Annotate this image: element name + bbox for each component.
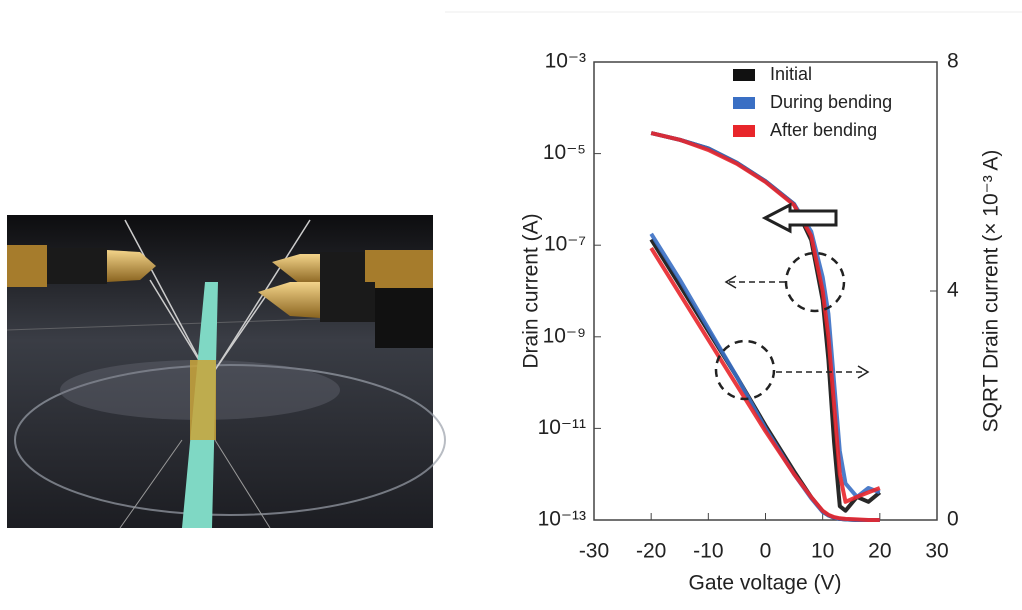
log-curve: [650, 131, 882, 513]
y-axis-label: Drain current (A): [520, 213, 543, 368]
y-tick-label: 10⁻³: [545, 50, 586, 73]
plot-frame: [593, 61, 938, 521]
y-tick-label: 10⁻¹¹: [538, 416, 586, 439]
y-tick-label: 10⁻⁹: [543, 324, 586, 347]
y2-tick-label: 0: [947, 508, 959, 531]
plot: 10⁻³ 10⁻⁵ 10⁻⁷ 10⁻⁹ 10⁻¹¹ 10⁻¹³ 0 4 8 -30 -20 -10 0 1…: [538, 50, 959, 563]
log-curve: [650, 131, 881, 504]
y2-tick-label: 8: [947, 50, 959, 73]
x-tick-label: 20: [868, 540, 891, 563]
x-tick-label: 10: [811, 540, 834, 563]
x-tick-label: -30: [579, 540, 609, 563]
device-photo: [6, 215, 446, 529]
y2-axis-label: SQRT Drain current (× 10⁻³ A): [980, 150, 1003, 433]
x-tick-label: 0: [760, 540, 772, 563]
annotations: [714, 202, 870, 401]
x-tick-label: -10: [693, 540, 723, 563]
y-tick-label: 10⁻⁷: [544, 233, 586, 256]
legend-swatch: [733, 97, 755, 109]
legend-label: After bending: [770, 120, 877, 140]
y-tick-label: 10⁻¹³: [538, 508, 586, 531]
legend-label: During bending: [770, 92, 892, 112]
y-tick-label: 10⁻⁵: [543, 141, 586, 164]
x-tick-label: 30: [925, 540, 948, 563]
x-axis-label: Gate voltage (V): [689, 572, 842, 595]
legend-label: Initial: [770, 64, 812, 84]
x-tick-label: -20: [636, 540, 666, 563]
legend-swatch: [733, 69, 755, 81]
log-curve: [650, 131, 881, 499]
sqrt-curve: [649, 247, 880, 522]
legend-swatch: [733, 125, 755, 137]
y2-tick-label: 4: [947, 279, 959, 302]
